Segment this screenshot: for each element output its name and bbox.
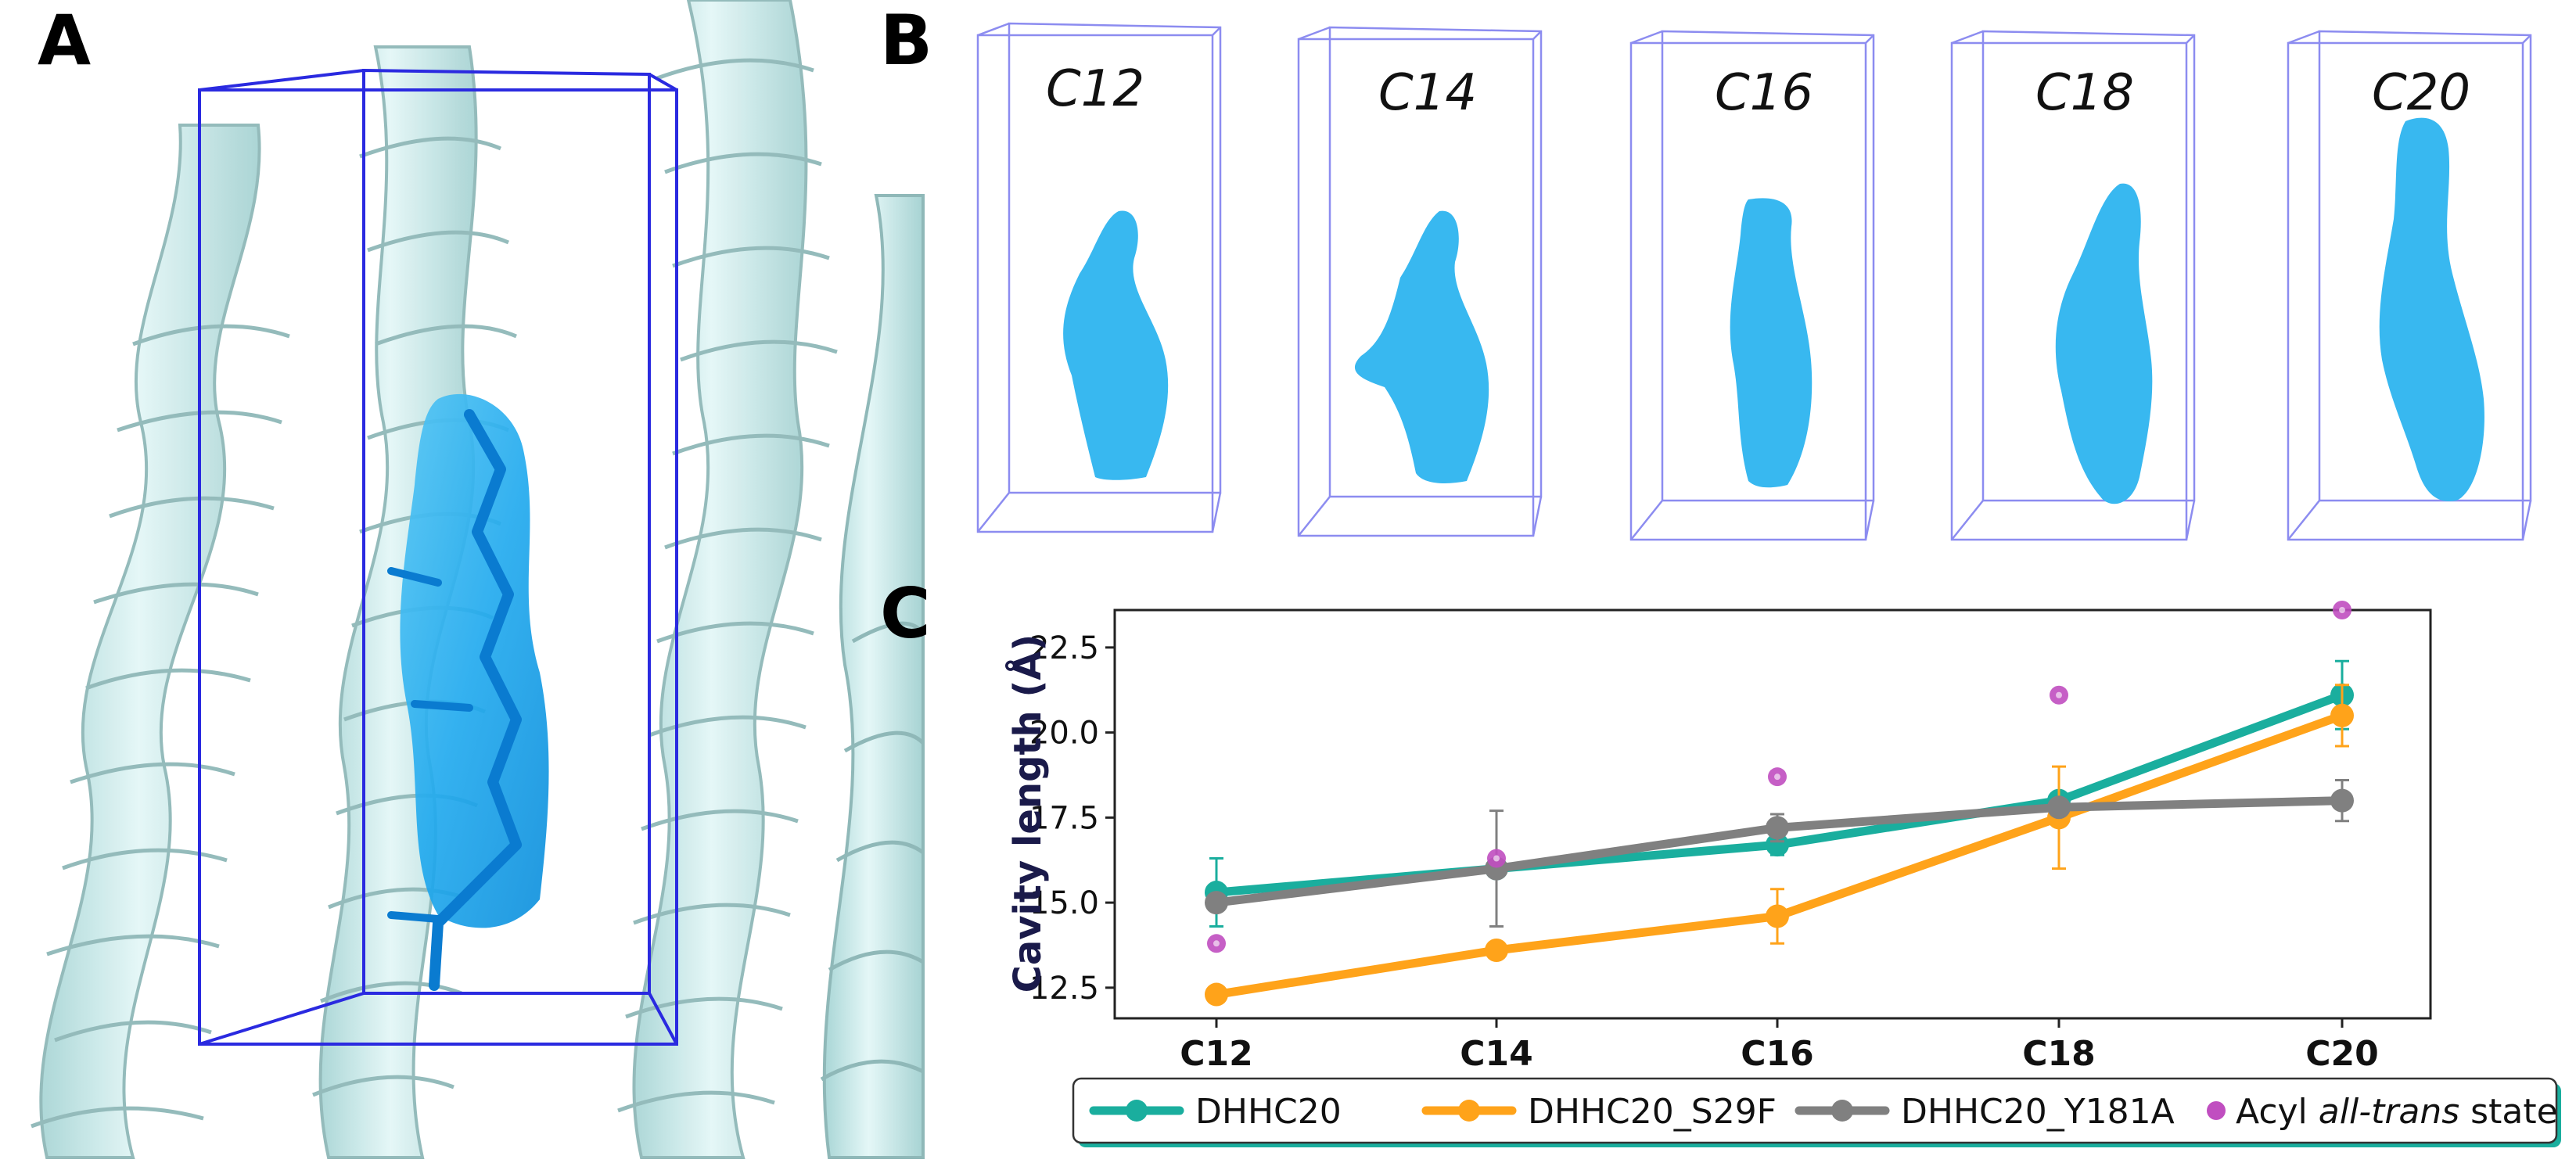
data-point	[1766, 816, 1789, 840]
alltrans-point-center	[2056, 691, 2062, 698]
data-point	[2047, 795, 2071, 820]
panel-label-a: A	[38, 0, 91, 81]
legend: DHHC20 DHHC20_S29F DHHC20_Y181A Acyl all-t…	[1072, 1077, 2561, 1147]
protein-ribbon-image	[0, 0, 925, 1163]
cavity-box-c14: C14	[1297, 26, 1543, 537]
data-point	[2330, 788, 2354, 813]
x-axis: C12 C14 C16 C18 C20	[1180, 1018, 2379, 1074]
y-tick-label: 17.5	[1029, 800, 1099, 836]
data-point	[1205, 982, 1228, 1007]
legend-label: DHHC20_Y181A	[1901, 1092, 2175, 1132]
box-label: C14	[1378, 64, 1477, 122]
legend-marker-alltrans	[2207, 1101, 2226, 1120]
legend-item-alltrans: Acyl all-trans state	[2207, 1092, 2558, 1132]
box-label: C16	[1715, 64, 1813, 122]
series-dhhc20_y181a	[1205, 779, 2354, 928]
panel-c: C 12.5 15.0 17.5 20.0 22.5 C12 C14 C16 C18 C20 C…	[880, 573, 2561, 1147]
legend-item-dhhc20_y181a: DHHC20_Y181A	[1795, 1092, 2175, 1132]
cavity-box-c18: C18	[1950, 30, 2196, 541]
y-tick-label: 20.0	[1029, 716, 1099, 752]
cavity-box-c12: C12	[976, 22, 1222, 533]
panel-a: A	[0, 0, 925, 1163]
cavity-length-chart: 12.5 15.0 17.5 20.0 22.5 C12 C14 C16 C18 C20 Cav…	[1005, 601, 2432, 1074]
cavity-box-c16: C16	[1629, 30, 1875, 541]
alltrans-point-center	[1213, 940, 1220, 947]
legend-marker	[1831, 1100, 1853, 1122]
panel-label-c: C	[880, 573, 931, 654]
alltrans-point-center	[2339, 607, 2345, 613]
cavity-box-c20: C20	[2287, 30, 2532, 541]
data-point	[1766, 833, 1789, 857]
y-tick-label: 12.5	[1029, 971, 1099, 1007]
panel-label-b: B	[880, 0, 932, 81]
series-layer	[1205, 601, 2354, 1007]
y-axis-label: Cavity length (Å)	[1005, 634, 1050, 993]
box-label: C20	[2372, 64, 2470, 122]
y-axis: 12.5 15.0 17.5 20.0 22.5	[1029, 630, 1115, 1007]
legend-marker	[1126, 1100, 1148, 1122]
legend-label-alltrans: Acyl all-trans state	[2236, 1092, 2558, 1132]
legend-item-dhhc20: DHHC20	[1089, 1092, 1342, 1132]
y-tick-label: 22.5	[1029, 630, 1099, 666]
x-tick-label: C20	[2305, 1034, 2379, 1074]
x-tick-label: C12	[1180, 1034, 1253, 1074]
legend-label: DHHC20	[1195, 1092, 1342, 1132]
series-alltrans	[1207, 601, 2351, 953]
legend-item-dhhc20_s29f: DHHC20_S29F	[1421, 1092, 1777, 1132]
legend-marker	[1458, 1100, 1480, 1122]
y-tick-label: 15.0	[1029, 885, 1099, 921]
data-point	[1766, 904, 1789, 928]
x-tick-label: C14	[1460, 1034, 1533, 1074]
alltrans-point-center	[1493, 855, 1500, 862]
data-point	[1485, 939, 1508, 962]
box-label: C12	[1046, 60, 1144, 118]
x-tick-label: C18	[2022, 1034, 2096, 1074]
series-dhhc20_s29f	[1205, 684, 2354, 1007]
x-tick-label: C16	[1741, 1034, 1814, 1074]
data-point	[1205, 891, 1228, 915]
legend-label: DHHC20_S29F	[1528, 1092, 1777, 1132]
panel-b: B C12 C14	[880, 0, 2532, 541]
box-label: C18	[2035, 64, 2134, 122]
data-point	[2330, 703, 2354, 727]
alltrans-point-center	[1774, 774, 1780, 781]
